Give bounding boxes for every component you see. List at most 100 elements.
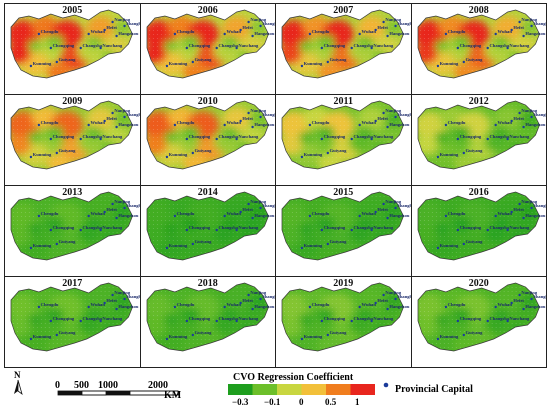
texture-dot: [499, 22, 501, 23]
texture-dot: [459, 62, 461, 63]
texture-dot: [359, 74, 361, 75]
texture-dot: [44, 50, 46, 51]
texture-dot: [152, 141, 154, 142]
texture-dot: [427, 58, 429, 59]
texture-dot: [523, 54, 525, 55]
texture-dot: [307, 145, 309, 146]
texture-dot: [423, 58, 425, 59]
texture-dot: [451, 22, 453, 23]
texture-dot: [88, 129, 90, 130]
texture-dot: [180, 26, 182, 27]
texture-dot: [100, 46, 102, 47]
texture-dot: [287, 22, 289, 23]
city-label: Changsha: [83, 43, 103, 48]
texture-dot: [32, 30, 34, 31]
texture-dot: [216, 34, 218, 35]
texture-dot: [339, 42, 341, 43]
texture-dot: [73, 169, 74, 170]
texture-dot: [479, 50, 481, 51]
texture-dot: [12, 133, 14, 134]
texture-dot: [419, 26, 421, 27]
texture-dot: [283, 66, 285, 67]
texture-dot: [40, 133, 42, 134]
texture-dot: [311, 133, 313, 134]
texture-dot: [347, 129, 349, 130]
texture-dot: [375, 161, 377, 162]
texture-dot: [495, 54, 497, 55]
texture-dot: [363, 129, 365, 130]
city-label: Wuhan: [361, 29, 376, 34]
texture-dot: [531, 86, 532, 87]
texture-dot: [451, 18, 453, 19]
texture-dot: [315, 149, 317, 150]
texture-dot: [148, 50, 150, 51]
texture-dot: [208, 62, 210, 63]
texture-dot: [427, 82, 428, 83]
texture-dot: [303, 137, 305, 138]
texture-dot: [240, 54, 242, 55]
texture-dot: [296, 177, 297, 178]
texture-dot: [355, 153, 357, 154]
texture-dot: [212, 153, 214, 154]
texture-dot: [216, 74, 218, 75]
texture-dot: [503, 117, 505, 118]
texture-dot: [371, 165, 373, 166]
texture-dot: [116, 113, 118, 114]
texture-dot: [475, 46, 477, 47]
texture-dot: [196, 46, 198, 47]
texture-dot: [60, 141, 62, 142]
texture-dot: [423, 78, 424, 79]
texture-dot: [487, 58, 489, 59]
texture-dot: [404, 78, 405, 79]
texture-dot: [52, 58, 54, 59]
texture-dot: [80, 133, 82, 134]
texture-dot: [439, 70, 441, 71]
texture-dot: [80, 145, 82, 146]
texture-dot: [24, 157, 26, 158]
texture-dot: [204, 109, 206, 110]
texture-dot: [89, 169, 90, 170]
texture-dot: [347, 34, 349, 35]
texture-dot: [88, 30, 90, 31]
texture-dot: [487, 22, 489, 23]
texture-dot: [224, 173, 225, 174]
texture-dot: [511, 70, 513, 71]
texture-dot: [295, 46, 297, 47]
texture-dot: [315, 30, 317, 31]
texture-dot: [519, 30, 521, 31]
texture-dot: [88, 18, 90, 19]
texture-dot: [455, 74, 457, 75]
texture-dot: [471, 38, 473, 39]
texture-dot: [376, 78, 377, 79]
texture-dot: [240, 161, 242, 162]
texture-dot: [52, 137, 54, 138]
texture-dot: [351, 62, 353, 63]
texture-dot: [116, 161, 118, 162]
texture-dot: [104, 14, 106, 15]
texture-dot: [188, 26, 190, 27]
texture-dot: [363, 161, 365, 162]
texture-dot: [287, 42, 289, 43]
texture-dot: [240, 86, 241, 87]
texture-dot: [379, 50, 381, 51]
texture-dot: [72, 66, 74, 67]
texture-dot: [280, 113, 281, 114]
texture-dot: [327, 133, 329, 134]
texture-dot: [184, 133, 186, 134]
texture-dot: [176, 153, 178, 154]
texture-dot: [76, 54, 78, 55]
texture-dot: [367, 30, 369, 31]
texture-dot: [80, 161, 82, 162]
texture-dot: [28, 70, 30, 71]
texture-dot: [180, 66, 182, 67]
texture-dot: [327, 34, 329, 35]
texture-dot: [244, 105, 246, 106]
texture-dot: [311, 157, 313, 158]
texture-dot: [336, 173, 337, 174]
texture-dot: [164, 173, 165, 174]
texture-dot: [212, 30, 214, 31]
texture-dot: [60, 58, 62, 59]
texture-dot: [32, 66, 34, 67]
texture-dot: [148, 46, 150, 47]
texture-dot: [224, 74, 226, 75]
